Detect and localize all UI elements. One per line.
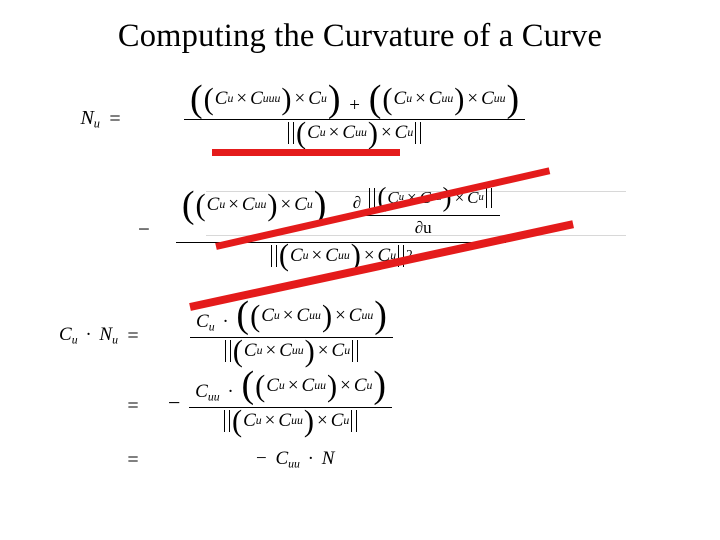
eq-row-1: Nu = Cu × Cuuu × Cu <box>28 87 525 151</box>
fraction: Cu × Cuuu × Cu + Cu × Cu <box>184 86 525 152</box>
paren-group: Cu × Cuuu <box>204 88 292 110</box>
lhs-CuNu: Cu · Nu <box>28 324 124 348</box>
paren-group: Cu × Cuu <box>233 340 315 362</box>
sym-N: N <box>80 107 93 129</box>
minus-icon: − <box>124 217 158 242</box>
rhs-2: Cu × Cuu × Cu ∂ <box>158 184 506 275</box>
cross-icon: × <box>278 194 295 216</box>
cdot-icon: · <box>219 311 231 332</box>
paren-group: Cu × Cuuu × Cu <box>190 88 341 111</box>
paren-group: Cu × Cuu <box>255 375 337 397</box>
slide: Computing the Curvature of a Curve Nu = … <box>0 0 720 540</box>
cross-icon: × <box>309 245 326 267</box>
fraction: Cu × Cuu × Cu ∂ <box>176 184 506 275</box>
paren-group: Cu × Cuu × Cuu <box>236 304 386 327</box>
cross-icon: × <box>314 410 331 432</box>
cross-icon: × <box>285 375 302 397</box>
norm-group: Cu × Cuu × Cu <box>286 122 423 144</box>
cross-icon: × <box>233 88 250 110</box>
paren-group: Cu × Cuu × Cu <box>241 374 386 397</box>
equals-icon: = <box>124 395 142 418</box>
cross-icon: × <box>337 375 354 397</box>
paren-group: Cu × Cuu × Cuu <box>369 88 519 111</box>
paren-group: Cu × Cuu <box>296 122 378 144</box>
eq-row-5: = − Cuu · N <box>28 443 334 477</box>
cross-icon: × <box>326 122 343 144</box>
fraction: Cu · Cu × Cuu × Cuu <box>190 302 393 370</box>
cdot-icon: · <box>82 324 94 345</box>
cross-icon: × <box>263 340 280 362</box>
plus-icon: + <box>345 95 364 116</box>
rhs-4: − Cuu · Cu × Cuu × Cu <box>142 372 392 440</box>
lhs-Nu: Nu <box>28 107 106 132</box>
strikeout-line <box>212 149 400 156</box>
cross-icon: × <box>315 340 332 362</box>
minus-icon: − <box>252 448 271 469</box>
minus-icon: − <box>164 390 184 415</box>
paren-group: Cu × Cuu <box>196 194 278 216</box>
partial-u: ∂u <box>415 218 432 237</box>
eq-row-3: Cu · Nu = Cu · Cu × Cuu <box>28 305 393 367</box>
cdot-icon: · <box>224 381 236 402</box>
sym-sub-u: u <box>94 116 100 130</box>
paren-group: Cu × Cuu <box>232 410 314 432</box>
cross-icon: × <box>378 122 395 144</box>
rhs-3: Cu · Cu × Cuu × Cuu <box>142 302 393 370</box>
partial-icon: ∂ <box>353 193 361 212</box>
equation-area: Nu = Cu × Cuuu × Cu <box>28 73 692 533</box>
paren-group: Cu × Cuu <box>382 88 464 110</box>
equals-icon: = <box>124 325 142 348</box>
cross-icon: × <box>412 88 429 110</box>
cross-icon: × <box>225 194 242 216</box>
fraction: Cuu · Cu × Cuu × Cu <box>189 372 392 440</box>
equals-icon: = <box>124 449 142 472</box>
norm-group: Cu × Cuu × Cu <box>222 410 359 432</box>
paren-group: Cu × Cuu <box>250 305 332 327</box>
cross-icon: × <box>262 410 279 432</box>
slide-title: Computing the Curvature of a Curve <box>28 18 692 55</box>
sym-N: N <box>322 448 335 469</box>
rhs-5: − Cuu · N <box>142 448 334 472</box>
cross-icon: × <box>292 88 309 110</box>
cdot-icon: · <box>305 448 317 469</box>
paren-group: Cu × Cuu <box>279 245 361 267</box>
cross-icon: × <box>332 305 349 327</box>
norm-group: Cu × Cuu × Cu <box>223 340 360 362</box>
eq-row-4: = − Cuu · Cu × Cuu × C <box>28 375 392 437</box>
equals-icon: = <box>106 108 124 131</box>
rhs-1: Cu × Cuuu × Cu + Cu × Cu <box>124 86 525 152</box>
cross-icon: × <box>280 305 297 327</box>
cross-icon: × <box>464 88 481 110</box>
paren-group: Cu × Cuu × Cu <box>182 194 327 217</box>
